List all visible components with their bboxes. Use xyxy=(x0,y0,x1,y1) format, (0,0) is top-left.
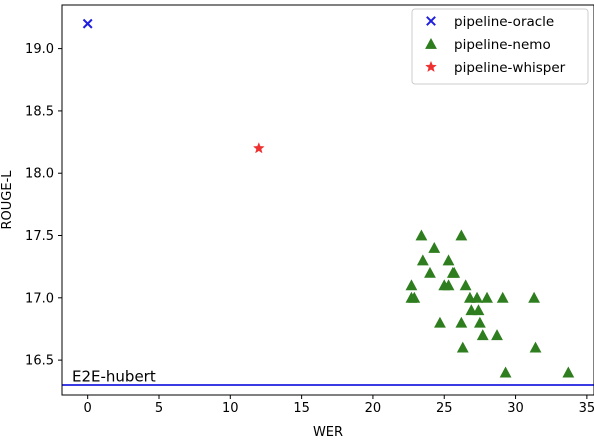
legend-marker-pipeline-whisper xyxy=(425,60,437,72)
legend-entry-pipeline-nemo: pipeline-nemo xyxy=(454,37,551,53)
data-point-pipeline-nemo-4 xyxy=(416,254,429,266)
legend-frame xyxy=(411,8,589,85)
data-point-pipeline-nemo-7 xyxy=(434,316,446,328)
x-tick-label: 10 xyxy=(222,401,239,416)
data-point-pipeline-nemo-6 xyxy=(428,241,441,253)
x-tick-label: 35 xyxy=(579,401,594,416)
data-point-pipeline-nemo-29 xyxy=(562,366,575,378)
reference-line-layer: E2E-hubert xyxy=(62,368,594,386)
data-point-pipeline-nemo-0 xyxy=(405,279,418,291)
y-axis-label: ROUGE-L xyxy=(0,170,15,230)
legend-marker-pipeline-oracle xyxy=(426,16,436,26)
data-point-pipeline-nemo-15 xyxy=(456,341,469,353)
axis-ticks-layer: 0 5 10 15 20 25 30 35 16.5 17.0 17.5 18.0 18.5 19.0 xyxy=(25,42,594,416)
data-point-pipeline-nemo-25 xyxy=(496,291,509,303)
data-point-pipeline-nemo-22 xyxy=(476,329,489,341)
data-point-pipeline-whisper-0 xyxy=(252,142,265,154)
x-axis-label: WER xyxy=(313,425,343,440)
data-point-pipeline-nemo-17 xyxy=(464,291,476,303)
data-point-pipeline-nemo-14 xyxy=(455,316,468,328)
data-point-pipeline-nemo-9 xyxy=(442,254,455,266)
y-tick-label: 19.0 xyxy=(25,42,54,57)
legend-entry-pipeline-oracle: pipeline-oracle xyxy=(454,14,554,30)
plot-area-frame xyxy=(61,4,594,396)
data-point-pipeline-nemo-26 xyxy=(499,366,512,378)
reference-line-label: E2E-hubert xyxy=(72,368,156,386)
data-point-pipeline-nemo-28 xyxy=(529,341,542,353)
data-point-pipeline-nemo-19 xyxy=(471,291,483,303)
data-point-pipeline-nemo-18 xyxy=(465,304,478,316)
data-point-pipeline-nemo-27 xyxy=(528,291,541,303)
data-point-pipeline-nemo-21 xyxy=(473,316,486,328)
legend-marker-pipeline-nemo xyxy=(425,37,437,49)
legend-entry-pipeline-whisper: pipeline-whisper xyxy=(454,60,566,76)
data-point-pipeline-nemo-3 xyxy=(415,229,428,241)
data-point-pipeline-nemo-24 xyxy=(491,329,503,341)
x-tick-label: 25 xyxy=(436,401,453,416)
data-point-pipeline-nemo-23 xyxy=(481,291,493,303)
data-point-pipeline-nemo-12 xyxy=(448,266,461,278)
legend: pipeline-oracle pipeline-nemo pipeline-whi… xyxy=(411,8,589,85)
x-tick-label: 5 xyxy=(155,401,163,416)
x-tick-label: 0 xyxy=(84,401,92,416)
data-point-pipeline-nemo-13 xyxy=(455,229,468,241)
y-tick-label: 17.0 xyxy=(25,291,54,306)
data-point-pipeline-nemo-16 xyxy=(459,279,472,291)
data-point-pipeline-nemo-20 xyxy=(472,304,485,316)
y-tick-label: 18.0 xyxy=(25,167,54,182)
data-point-pipeline-oracle-0 xyxy=(82,18,93,29)
data-points-layer xyxy=(82,18,575,378)
y-tick-label: 16.5 xyxy=(25,354,54,369)
x-tick-label: 30 xyxy=(507,401,524,416)
data-point-pipeline-nemo-5 xyxy=(424,266,436,278)
x-tick-label: 15 xyxy=(293,401,310,416)
data-point-pipeline-nemo-10 xyxy=(442,279,455,291)
y-tick-label: 18.5 xyxy=(25,104,54,119)
x-tick-label: 20 xyxy=(365,401,382,416)
y-tick-label: 17.5 xyxy=(25,229,54,244)
data-point-pipeline-nemo-2 xyxy=(408,291,421,303)
